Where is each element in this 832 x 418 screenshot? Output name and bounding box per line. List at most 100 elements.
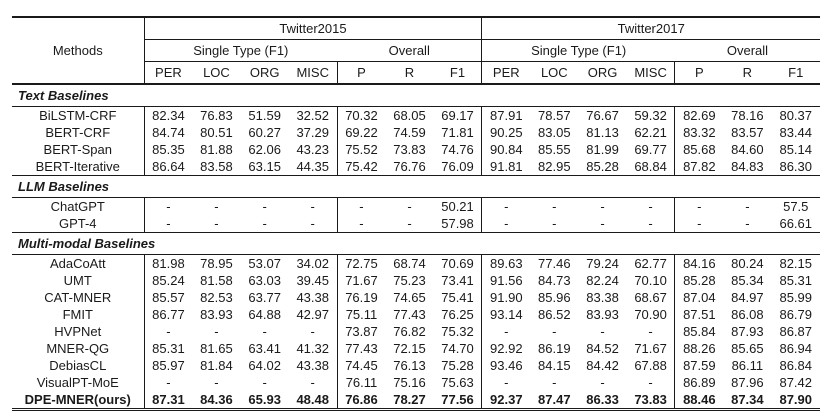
method-name: BERT-Span [43,142,112,157]
metric-cell: 43.38 [296,358,329,373]
method-name: MNER-QG [46,341,110,356]
metric-cell: 92.92 [481,340,531,357]
metric-cell: 73.83 [393,142,426,157]
metric-cell: 93.46 [481,357,531,374]
metric-cell: 83.32 [674,124,724,141]
metric-cell: 53.07 [248,256,281,271]
metric-cell: 87.82 [674,158,724,176]
method-name: AdaCoAtt [49,256,106,271]
metric-cell: - [552,216,557,231]
metric-cell: 88.46 [674,391,724,410]
metric-cell: 85.99 [779,290,813,305]
metric-cell: 64.88 [248,307,281,322]
metric-cell: 83.38 [586,290,619,305]
metric-cell: 81.88 [200,142,233,157]
method-name: FMIT [62,307,93,322]
metric-cell: 63.03 [248,273,281,288]
metric-cell: - [262,324,267,339]
metric-cell: 73.87 [336,323,386,340]
table-row: BERT-Iterative 86.64 83.58 63.15 44.35 75.42 7… [12,158,820,176]
metric-cell: 76.09 [441,159,474,174]
metric-cell: 76.13 [393,358,426,373]
metric-cell: 74.59 [393,125,426,140]
metric-cell: 82.15 [779,256,813,271]
metric-cell: 83.58 [200,159,233,174]
metric-cell: 65.93 [248,392,281,407]
method-name: DPE-MNER(ours) [24,392,131,407]
metric-cell: 74.70 [441,341,474,356]
metric-cell: 86.52 [538,307,571,322]
metric-cell: 85.65 [731,341,764,356]
metric-cell: 76.11 [336,374,386,391]
metric-cell: 85.34 [731,273,764,288]
table-section: LLM Baselines ChatGPT - - - - - -50.21- - - - - -57.… [12,175,820,233]
metric-cell: 66.61 [779,216,813,231]
table-row: AdaCoAtt 81.98 78.95 53.07 34.02 72.75 68.74 70… [12,254,820,272]
metric-cell: 78.57 [538,108,571,123]
table-row: MNER-QG 85.31 81.65 63.41 41.32 77.43 72.15 74.… [12,340,820,357]
metric-cell: 75.52 [336,141,386,158]
table-row: FMIT 86.77 83.93 64.88 42.97 75.11 77.43 76.25 9… [12,306,820,323]
metric-cell: 87.34 [731,392,764,407]
metric-cell: 78.95 [200,256,233,271]
method-name: CAT-MNER [44,290,112,305]
metric-header: P [336,61,386,85]
metric-header: F1 [771,61,820,85]
section-header-row: LLM Baselines [12,175,820,198]
metric-cell: 51.59 [248,108,281,123]
metric-cell: 86.77 [143,306,193,323]
metric-cell: 42.97 [296,307,329,322]
subgroup-header: Overall [337,39,482,62]
metric-cell: 73.83 [634,392,667,407]
metric-cell: 86.30 [779,159,813,174]
metric-cell: - [262,216,267,231]
table-row: DPE-MNER(ours) 87.31 84.36 65.93 48.48 76.86 7… [12,391,820,410]
metric-cell: 74.65 [393,290,426,305]
metric-cell: 82.24 [586,273,619,288]
method-name: HVPNet [54,324,102,339]
metric-cell: 87.47 [538,392,571,407]
metric-cell: 84.15 [538,358,571,373]
metric-cell: 93.14 [481,306,531,323]
metric-cell: - [214,324,219,339]
metric-cell: 87.42 [779,375,813,390]
metric-cell: 63.15 [248,159,281,174]
method-name: GPT-4 [58,216,97,231]
metric-cell: 85.28 [586,159,619,174]
metric-cell: 84.97 [731,290,764,305]
table-row: DebiasCL 85.97 81.84 64.02 43.38 74.45 76.13 75… [12,357,820,374]
metric-cell: - [143,197,193,215]
metric-cell: - [143,374,193,391]
metric-cell: 75.23 [393,273,426,288]
metric-header: ORG [240,61,289,85]
metric-cell: 81.13 [586,125,619,140]
metric-cell: 63.77 [248,290,281,305]
method-name: UMT [63,273,92,288]
method-name: BiLSTM-CRF [39,108,117,123]
metric-cell: 62.06 [248,142,281,157]
metric-header: PER [481,61,531,85]
metric-cell: - [600,324,605,339]
metric-cell: 76.76 [393,159,426,174]
metric-header: R [385,61,434,85]
table-row: GPT-4- - - - - -57.98- - - - - -66.61 [12,215,820,233]
metric-cell: 77.56 [441,392,474,407]
metric-cell: 84.73 [538,273,571,288]
metric-cell: 82.34 [143,106,193,124]
metric-cell: 83.57 [731,125,764,140]
metric-cell: 87.04 [674,289,724,306]
metric-cell: 71.67 [336,272,386,289]
metric-cell: 75.11 [336,306,386,323]
metric-cell: 70.90 [634,307,667,322]
section-title: LLM Baselines [12,175,820,198]
dataset-header: Twitter2017 [481,17,820,40]
metric-cell: 75.41 [441,290,474,305]
metric-cell: 84.16 [674,254,724,272]
metric-cell: 82.53 [200,290,233,305]
metric-cell: 64.02 [248,358,281,373]
metric-cell: 76.67 [586,108,619,123]
metric-cell: - [214,216,219,231]
metric-cell: - [552,324,557,339]
metric-cell: 39.45 [296,273,329,288]
metric-cell: 86.64 [143,158,193,176]
